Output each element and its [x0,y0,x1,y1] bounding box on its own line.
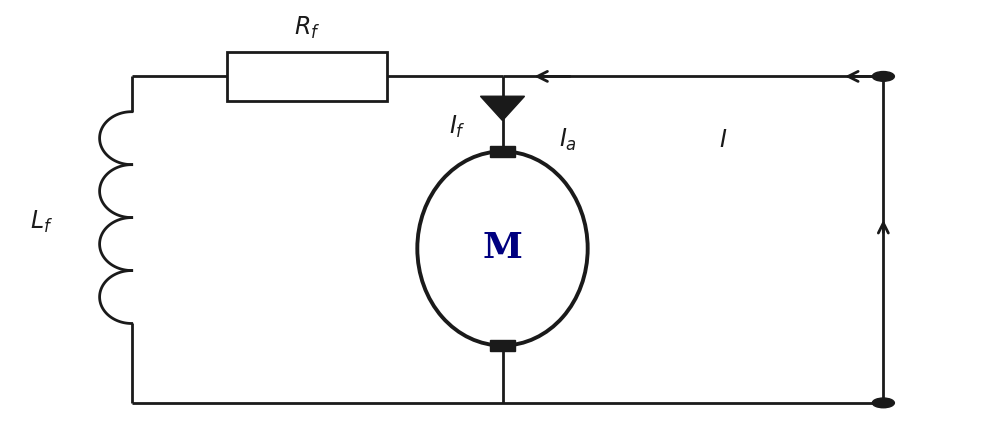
Polygon shape [480,96,525,120]
Circle shape [872,398,894,408]
Bar [227,52,387,101]
Text: $I$: $I$ [719,129,728,152]
Text: M: M [482,231,523,266]
Ellipse shape [417,151,588,345]
Text: $I_f$: $I_f$ [449,114,466,140]
Text: $L_f$: $L_f$ [30,209,53,235]
Bar [490,340,515,351]
Bar [490,146,515,157]
Circle shape [872,71,894,81]
Text: $I_a$: $I_a$ [559,127,577,154]
Text: $R_f$: $R_f$ [293,15,321,41]
